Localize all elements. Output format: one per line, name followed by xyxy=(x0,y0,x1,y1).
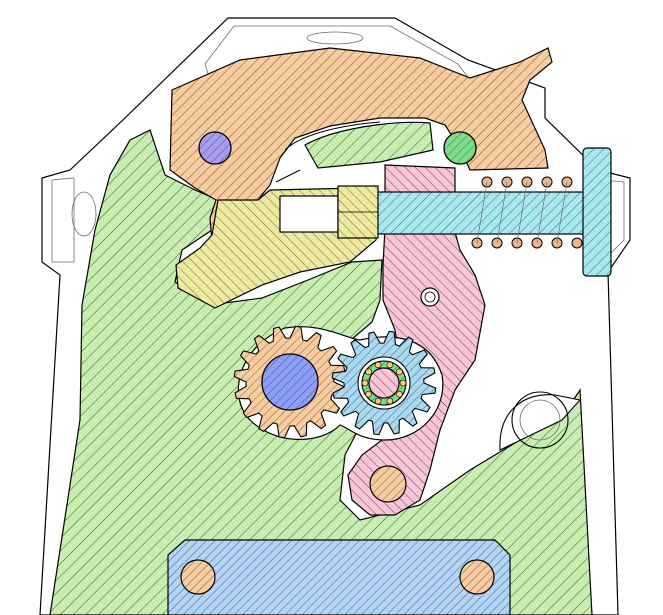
right-roller xyxy=(499,391,582,451)
bearing-roller xyxy=(396,390,403,398)
bearing-roller xyxy=(396,368,403,376)
pink-arm-lower-pin xyxy=(369,465,407,503)
right-gear xyxy=(331,330,437,436)
bearing-roller xyxy=(365,368,372,376)
purple-pin xyxy=(198,131,232,165)
plunger-cap xyxy=(582,147,612,277)
base-plate-right-bolt xyxy=(459,559,495,595)
left-gear-hub xyxy=(261,353,319,411)
pink-arm xyxy=(347,164,486,516)
bearing-roller xyxy=(365,390,372,398)
bearing-roller xyxy=(374,361,382,369)
green-pin xyxy=(443,131,477,165)
left-gear xyxy=(233,325,347,439)
plunger-tip xyxy=(279,195,341,233)
compression-spring xyxy=(471,176,583,249)
bearing-roller xyxy=(386,397,394,405)
bearing-roller xyxy=(399,379,407,387)
bearing-roller xyxy=(374,397,382,405)
right-gear-hub xyxy=(368,367,400,399)
blue-base-plate xyxy=(167,539,511,615)
tan-lever xyxy=(169,47,553,243)
base-plate-left-bolt xyxy=(180,559,216,595)
cyan-plunger xyxy=(279,147,612,277)
bearing-roller xyxy=(386,361,394,369)
bearing-roller xyxy=(361,379,369,387)
